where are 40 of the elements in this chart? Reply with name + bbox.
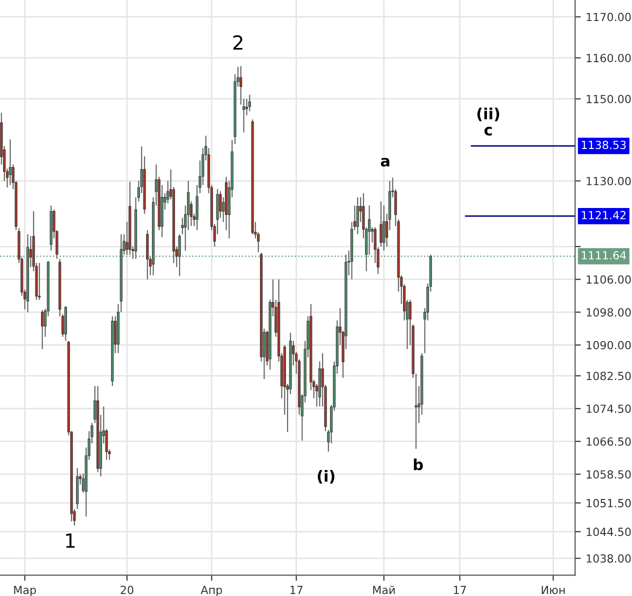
x-tick-label: Май: [373, 586, 395, 594]
candlestick: [380, 200, 382, 248]
y-tick-label: 1082.50: [586, 372, 631, 380]
y-tick-label: 1066.50: [586, 437, 631, 446]
x-tick-label: 17: [290, 586, 302, 594]
annotation: c: [484, 126, 492, 136]
x-tick-label: Апр: [200, 586, 222, 596]
candlestick: [356, 196, 359, 235]
ref-line-label: 1111.64: [582, 251, 626, 260]
candlestick: [8, 138, 12, 186]
candlestick: [382, 204, 386, 252]
y-tick-label: 1106.00: [586, 275, 631, 284]
y-tick-label: 1044.50: [586, 528, 631, 536]
candlestick: [178, 234, 181, 277]
candlestick: [41, 310, 44, 350]
y-tick-label: 1090.00: [586, 340, 631, 350]
candlestick: [219, 190, 222, 218]
y-tick-label: 1051.50: [586, 498, 631, 508]
x-tick-label: Июн: [542, 586, 565, 594]
y-tick-label: 1038.00: [586, 554, 631, 563]
annotation: (i): [318, 470, 334, 484]
annotation: a: [380, 158, 390, 167]
y-tick-label: 1098.00: [586, 308, 631, 317]
x-tick-label: 17: [454, 586, 466, 594]
annotation: b: [414, 458, 423, 470]
x-tick-label: Мар: [14, 586, 36, 596]
y-tick-label: 1150.00: [586, 94, 631, 104]
annotation: 2: [233, 35, 242, 50]
y-tick-label: 1160.00: [586, 54, 631, 62]
y-tick-label: 1130.00: [586, 176, 631, 186]
data-label: 1121.42: [582, 210, 626, 220]
candlestick: [248, 94, 251, 112]
y-tick-label: 1074.50: [586, 404, 631, 413]
data-label: 1138.53: [582, 140, 626, 150]
candlestick: [38, 262, 41, 300]
y-tick-label: 1058.50: [586, 470, 631, 479]
annotation: 1: [66, 534, 75, 548]
y-tick-label: 1170.00: [586, 12, 631, 22]
x-tick-label: 20: [120, 586, 134, 594]
annotation: (ii): [477, 108, 500, 122]
